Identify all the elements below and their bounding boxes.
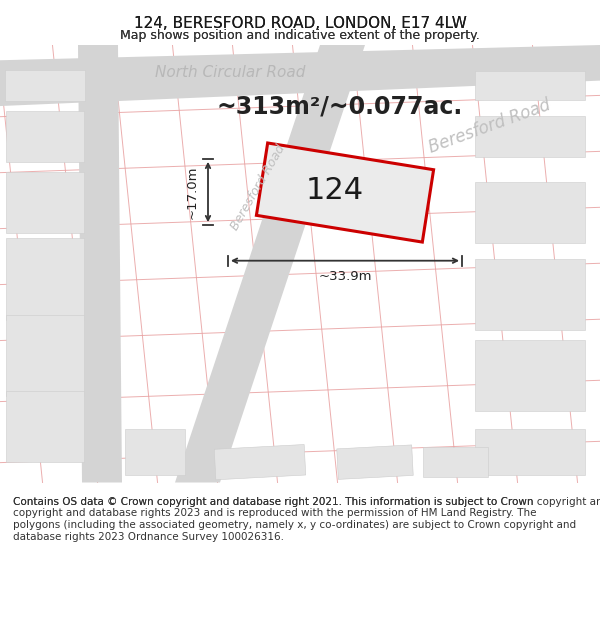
Polygon shape xyxy=(5,71,85,101)
Polygon shape xyxy=(6,391,84,462)
Polygon shape xyxy=(475,259,585,330)
Text: ~313m²/~0.077ac.: ~313m²/~0.077ac. xyxy=(217,94,463,118)
Polygon shape xyxy=(0,45,600,106)
Text: ~17.0m: ~17.0m xyxy=(185,165,199,219)
Text: Contains OS data © Crown copyright and database right 2021. This information is : Contains OS data © Crown copyright and d… xyxy=(13,497,600,507)
Text: North Circular Road: North Circular Road xyxy=(155,65,305,80)
Text: Beresford Road: Beresford Road xyxy=(228,142,288,232)
Polygon shape xyxy=(214,444,306,480)
Text: Beresford Road: Beresford Road xyxy=(427,96,553,157)
Text: Map shows position and indicative extent of the property.: Map shows position and indicative extent… xyxy=(120,29,480,42)
Polygon shape xyxy=(337,445,413,479)
Polygon shape xyxy=(78,45,122,483)
Polygon shape xyxy=(6,111,84,162)
Polygon shape xyxy=(6,238,84,320)
Polygon shape xyxy=(175,45,365,483)
Polygon shape xyxy=(125,429,185,475)
Text: Contains OS data © Crown copyright and database right 2021. This information is : Contains OS data © Crown copyright and d… xyxy=(13,497,577,542)
Text: 124, BERESFORD ROAD, LONDON, E17 4LW: 124, BERESFORD ROAD, LONDON, E17 4LW xyxy=(134,16,466,31)
Text: 124, BERESFORD ROAD, LONDON, E17 4LW: 124, BERESFORD ROAD, LONDON, E17 4LW xyxy=(134,16,466,31)
Polygon shape xyxy=(6,172,84,233)
Text: ~33.9m: ~33.9m xyxy=(318,271,372,284)
Polygon shape xyxy=(475,182,585,243)
Text: Map shows position and indicative extent of the property.: Map shows position and indicative extent… xyxy=(120,29,480,42)
Polygon shape xyxy=(475,71,585,100)
Polygon shape xyxy=(422,447,487,478)
Text: 124: 124 xyxy=(306,176,364,205)
Polygon shape xyxy=(475,429,585,475)
Polygon shape xyxy=(475,116,585,157)
Polygon shape xyxy=(256,143,434,242)
Polygon shape xyxy=(475,340,585,411)
Polygon shape xyxy=(6,314,84,396)
